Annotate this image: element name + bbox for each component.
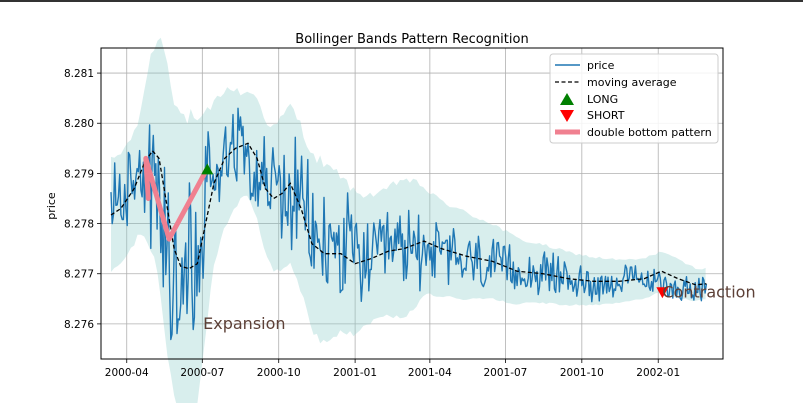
legend-short-swatch — [560, 110, 574, 122]
moving-average-line — [110, 142, 707, 286]
short-marker — [656, 287, 669, 299]
x-tick-label: 2002-01 — [636, 367, 680, 379]
x-tick-label: 2000-04 — [105, 367, 149, 379]
double-bottom-pattern-line — [143, 155, 210, 242]
y-axis-ticks: 8.276 8.277 8.278 8.279 8.280 8.281 — [64, 68, 101, 331]
chart-title: Bollinger Bands Pattern Recognition — [295, 32, 528, 47]
window-top-border — [0, 0, 803, 2]
expansion-annotation: Expansion — [203, 314, 285, 333]
pattern-layer — [143, 155, 210, 242]
y-tick-label: 8.278 — [64, 219, 94, 231]
x-tick-label: 2000-07 — [180, 367, 224, 379]
axes-frame — [100, 47, 724, 360]
x-tick-label: 2001-10 — [560, 367, 604, 379]
y-tick-label: 8.279 — [64, 168, 94, 180]
moving-average-layer — [110, 142, 707, 286]
y-tick-label: 8.280 — [64, 118, 94, 130]
x-axis-ticks: 2000-04 2000-07 2000-10 2001-01 2001-04 2001-… — [105, 359, 680, 379]
legend: price moving average LONG SHORT double b… — [549, 53, 719, 144]
contraction-annotation: Contraction — [662, 282, 755, 301]
legend-box — [549, 53, 719, 144]
legend-pattern-label: double bottom pattern — [587, 126, 712, 139]
x-tick-label: 2001-01 — [333, 367, 377, 379]
long-marker — [201, 163, 214, 175]
x-tick-label: 2001-04 — [408, 367, 452, 379]
y-tick-label: 8.277 — [64, 269, 94, 281]
y-tick-label: 8.276 — [64, 319, 94, 331]
legend-short-label: SHORT — [587, 109, 625, 122]
legend-price-label: price — [587, 59, 615, 72]
x-tick-label: 2001-07 — [483, 367, 527, 379]
y-axis-label: price — [45, 192, 58, 220]
legend-long-label: LONG — [587, 93, 618, 106]
x-tick-label: 2000-10 — [257, 367, 301, 379]
annotation-layer: Expansion Contraction — [203, 282, 755, 333]
legend-long-swatch — [560, 93, 574, 105]
y-tick-label: 8.281 — [64, 68, 94, 80]
marker-layer — [201, 163, 669, 299]
legend-ma-label: moving average — [587, 76, 677, 89]
